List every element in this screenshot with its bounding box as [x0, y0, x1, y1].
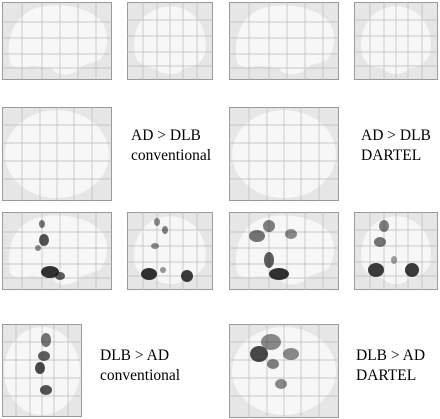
caption-method: DARTEL	[361, 147, 422, 164]
glass-brain-axial-dlb-ad-dartel	[229, 324, 339, 418]
caption-dlb-ad-conventional: DLB > AD conventional	[100, 346, 180, 386]
glass-brain-axial-image	[2, 107, 112, 201]
glass-brain-axial-image	[229, 107, 339, 201]
caption-ad-dlb-conventional: AD > DLB conventional	[131, 126, 211, 166]
glass-brain-coronal-dlb-ad-dartel	[354, 212, 438, 290]
glass-brain-sagittal-dlb-ad-conventional	[2, 212, 112, 290]
caption-method: conventional	[131, 147, 212, 164]
caption-method: conventional	[100, 367, 181, 384]
glass-brain-axial-ad-dlb-conventional	[2, 107, 112, 201]
glass-brain-axial-image	[229, 324, 339, 418]
glass-brain-sagittal-image	[2, 2, 112, 80]
caption-contrast: AD > DLB	[361, 127, 431, 144]
glass-brain-sagittal-ad-dlb-conventional	[2, 2, 112, 80]
glass-brain-sagittal-ad-dlb-dartel	[229, 2, 339, 80]
glass-brain-coronal-image	[354, 212, 438, 290]
caption-contrast: AD > DLB	[131, 127, 201, 144]
glass-brain-coronal-image	[127, 212, 213, 290]
glass-brain-axial-dlb-ad-conventional	[2, 324, 82, 417]
glass-brain-sagittal-image	[229, 2, 339, 80]
glass-brain-axial-ad-dlb-dartel	[229, 107, 339, 201]
glass-brain-sagittal-image	[2, 212, 112, 290]
glass-brain-coronal-ad-dlb-conventional	[127, 2, 213, 80]
glass-brain-sagittal-image	[229, 212, 339, 290]
glass-brain-coronal-image	[127, 2, 213, 80]
glass-brain-coronal-image	[354, 2, 438, 80]
glass-brain-coronal-ad-dlb-dartel	[354, 2, 438, 80]
caption-dlb-ad-dartel: DLB > AD DARTEL	[356, 346, 425, 386]
caption-contrast: DLB > AD	[100, 347, 170, 364]
caption-contrast: DLB > AD	[356, 347, 426, 364]
glass-brain-coronal-dlb-ad-conventional	[127, 212, 213, 290]
caption-method: DARTEL	[356, 367, 417, 384]
glass-brain-axial-image	[2, 324, 82, 417]
glass-brain-sagittal-dlb-ad-dartel	[229, 212, 339, 290]
caption-ad-dlb-dartel: AD > DLB DARTEL	[361, 126, 431, 166]
